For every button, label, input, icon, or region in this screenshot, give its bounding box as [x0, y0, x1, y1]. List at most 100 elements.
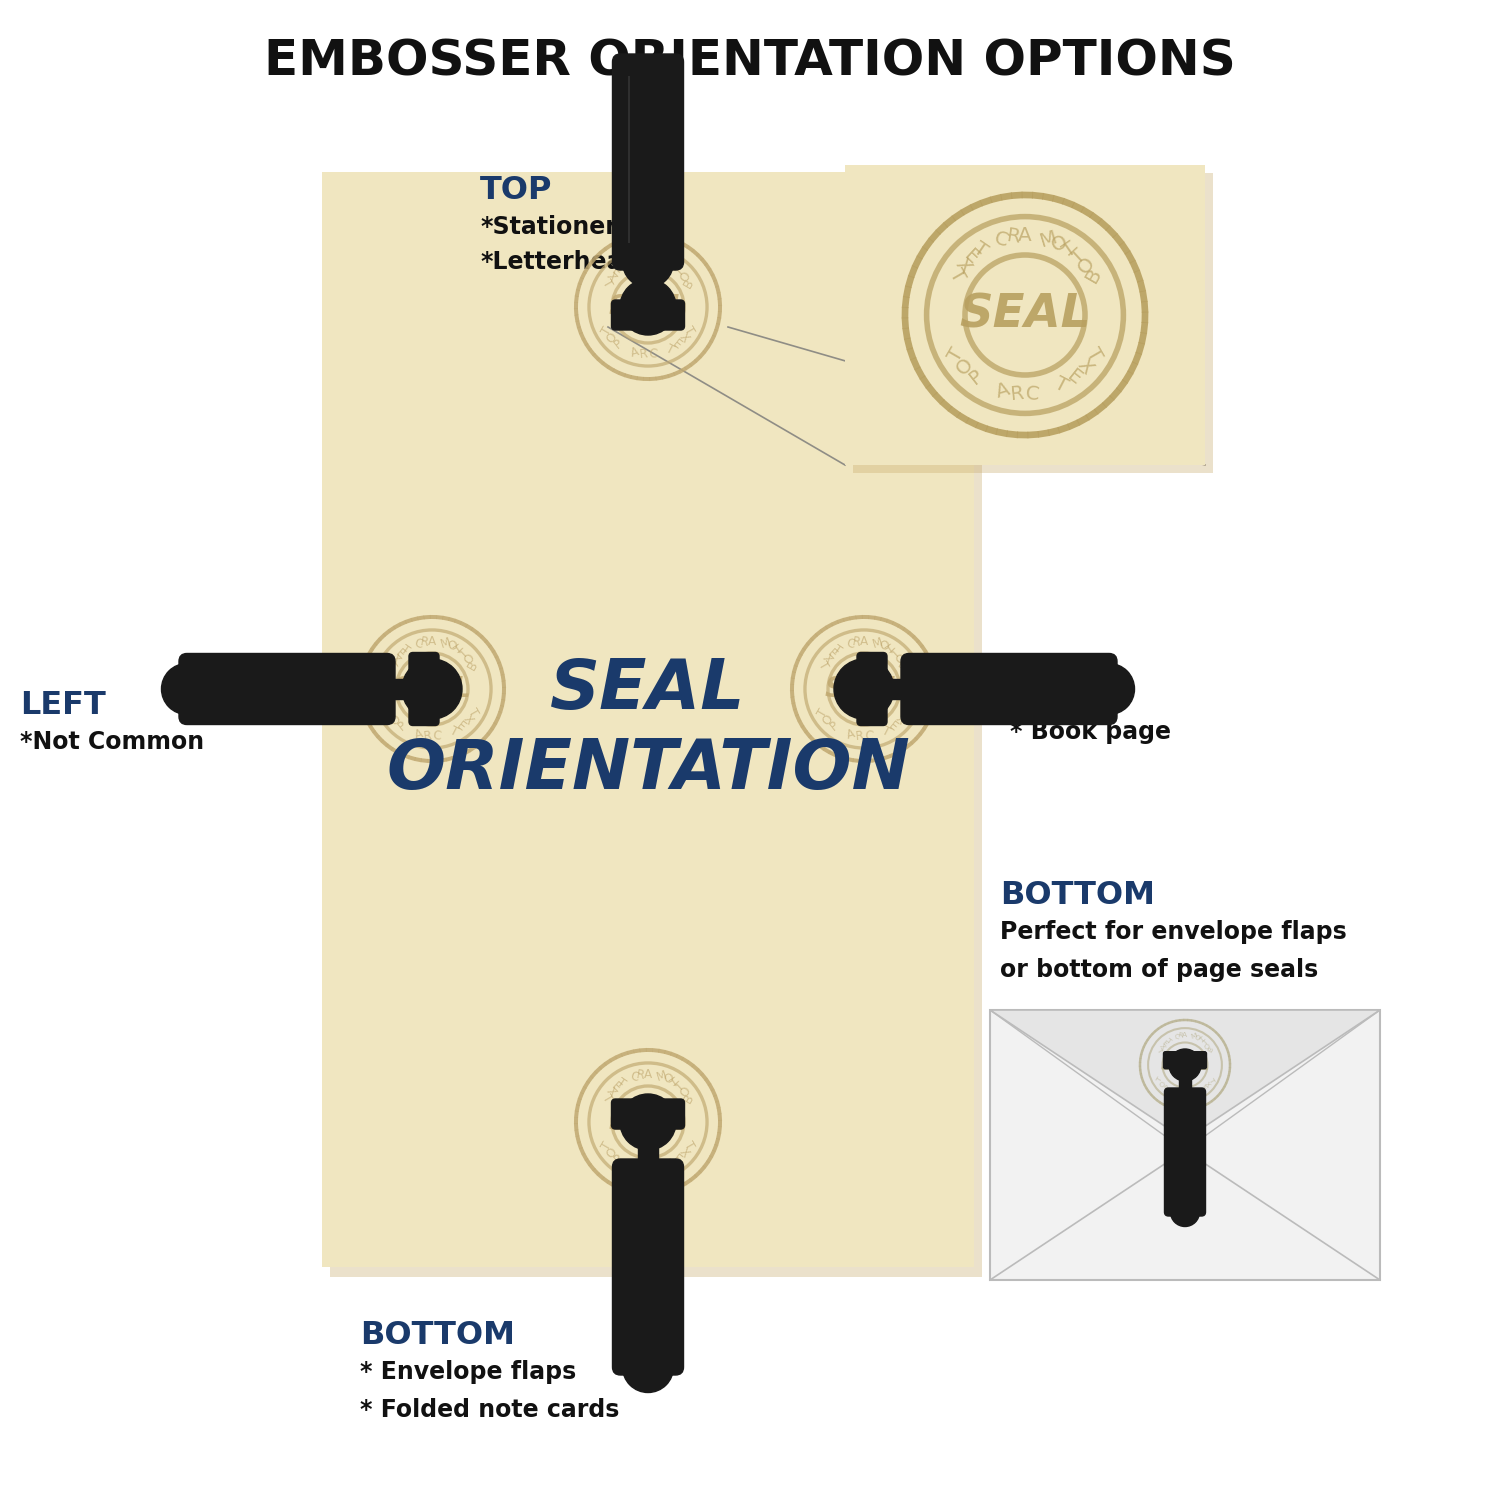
Text: B: B — [681, 276, 698, 290]
Bar — [330, 182, 983, 1276]
Text: O: O — [1194, 1035, 1202, 1042]
Text: B: B — [465, 658, 482, 672]
Text: M: M — [656, 254, 669, 270]
FancyBboxPatch shape — [612, 54, 684, 270]
Text: T: T — [816, 658, 831, 672]
Text: T: T — [668, 261, 681, 274]
Text: E: E — [886, 718, 900, 734]
Text: T: T — [831, 642, 844, 657]
FancyBboxPatch shape — [410, 652, 440, 726]
Text: T: T — [600, 324, 615, 338]
Text: T: T — [447, 724, 460, 738]
Text: T: T — [663, 1156, 676, 1172]
Text: EMBOSSER ORIENTATION OPTIONS: EMBOSSER ORIENTATION OPTIONS — [264, 38, 1236, 86]
Text: T: T — [384, 658, 399, 672]
Text: A: A — [628, 1160, 640, 1174]
Text: A: A — [844, 728, 856, 742]
Text: T: T — [1208, 1077, 1215, 1083]
Text: T: T — [674, 266, 687, 279]
Text: T: T — [663, 342, 676, 357]
Text: A: A — [1173, 1090, 1180, 1096]
Text: R: R — [1179, 1092, 1185, 1098]
Text: T: T — [1059, 238, 1080, 261]
Text: O: O — [388, 712, 404, 728]
Text: T: T — [668, 1076, 681, 1090]
Text: R: R — [639, 348, 648, 361]
Text: R: R — [1178, 1032, 1184, 1040]
Text: P: P — [966, 366, 987, 388]
Text: X: X — [892, 712, 908, 728]
Text: E: E — [1200, 1084, 1208, 1092]
Text: R: R — [639, 1162, 648, 1176]
Text: R: R — [423, 729, 432, 742]
Text: T: T — [1202, 1040, 1209, 1047]
Text: C: C — [992, 228, 1011, 251]
Text: C: C — [1185, 1092, 1191, 1098]
Text: A: A — [1182, 1032, 1188, 1038]
Text: T: T — [945, 266, 968, 285]
Text: Perfect for envelope flaps: Perfect for envelope flaps — [1000, 920, 1347, 944]
Text: O: O — [878, 639, 891, 654]
Text: *Not Common: *Not Common — [20, 730, 204, 754]
Text: R: R — [636, 1068, 646, 1082]
Text: E: E — [670, 1152, 684, 1167]
Bar — [322, 172, 974, 1268]
Text: E: E — [609, 266, 622, 279]
Text: O: O — [460, 651, 477, 668]
Text: T: T — [615, 261, 628, 274]
Circle shape — [620, 279, 676, 334]
Text: R: R — [420, 634, 430, 650]
Circle shape — [1170, 1197, 1200, 1227]
Text: X: X — [603, 1084, 618, 1100]
Text: E: E — [454, 718, 468, 734]
FancyBboxPatch shape — [612, 1160, 684, 1376]
Text: C: C — [844, 636, 856, 651]
Text: A: A — [859, 634, 868, 648]
FancyBboxPatch shape — [612, 300, 684, 330]
Text: T: T — [897, 706, 912, 718]
Text: * Folded note cards: * Folded note cards — [360, 1398, 620, 1422]
Text: C: C — [413, 636, 424, 651]
Bar — [853, 172, 1214, 472]
Text: A: A — [644, 254, 652, 266]
Circle shape — [402, 658, 462, 718]
Text: T: T — [884, 642, 897, 657]
Text: T: T — [970, 238, 992, 261]
Text: O: O — [676, 270, 693, 285]
Text: SEAL: SEAL — [825, 675, 903, 704]
Circle shape — [622, 1341, 674, 1392]
Text: O: O — [604, 1146, 619, 1161]
Text: LEFT: LEFT — [20, 690, 105, 722]
Text: T: T — [1164, 1036, 1172, 1044]
Text: O: O — [446, 639, 459, 654]
Text: O: O — [662, 256, 675, 272]
Text: O: O — [892, 651, 909, 668]
Text: T: T — [1155, 1077, 1162, 1083]
Circle shape — [622, 237, 674, 288]
Text: T: T — [879, 724, 892, 738]
Text: M: M — [656, 1070, 669, 1084]
Text: * Book page: * Book page — [1010, 720, 1172, 744]
Text: P: P — [396, 718, 410, 734]
Text: A: A — [427, 634, 436, 648]
Text: BOTTOM: BOTTOM — [1000, 880, 1155, 910]
Bar — [387, 680, 427, 699]
Text: O: O — [1204, 1042, 1212, 1050]
Text: O: O — [952, 354, 978, 380]
Polygon shape — [990, 1010, 1380, 1140]
Text: X: X — [676, 1146, 692, 1161]
Text: *Stationery: *Stationery — [480, 214, 633, 238]
Text: X: X — [1072, 356, 1096, 378]
Bar — [990, 1010, 1380, 1280]
Text: T: T — [615, 1076, 628, 1090]
Text: A: A — [413, 728, 424, 742]
Text: E: E — [960, 246, 982, 268]
Bar — [638, 1126, 658, 1167]
Text: B: B — [897, 658, 914, 672]
Text: T: T — [945, 345, 968, 364]
Text: O: O — [1074, 254, 1100, 278]
Text: M: M — [1036, 228, 1059, 251]
Text: C: C — [648, 348, 657, 361]
FancyBboxPatch shape — [902, 654, 1118, 724]
Text: T: T — [465, 706, 480, 718]
